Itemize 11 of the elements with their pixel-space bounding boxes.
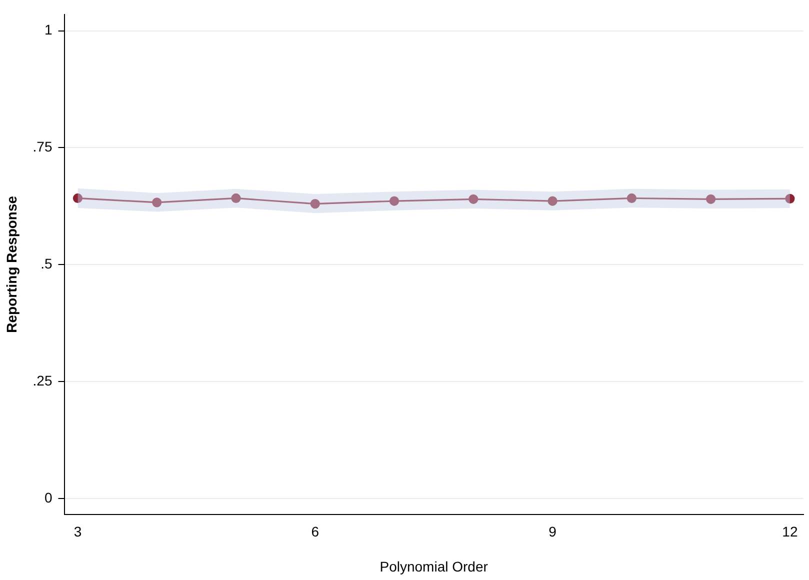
x-axis-title: Polynomial Order (380, 558, 488, 574)
x-tick-label: 6 (311, 524, 320, 540)
x-tick-label: 3 (74, 524, 82, 540)
y-tick-label: 1 (44, 22, 52, 38)
x-tick-label: 9 (548, 524, 557, 540)
y-tick-label: .5 (40, 255, 52, 272)
y-tick-label: .75 (32, 138, 52, 155)
y-tick-label: .25 (32, 372, 52, 388)
y-tick-label: 0 (44, 489, 52, 506)
y-axis-title: Reporting Response (3, 196, 20, 333)
x-tick-label: 12 (782, 524, 798, 540)
